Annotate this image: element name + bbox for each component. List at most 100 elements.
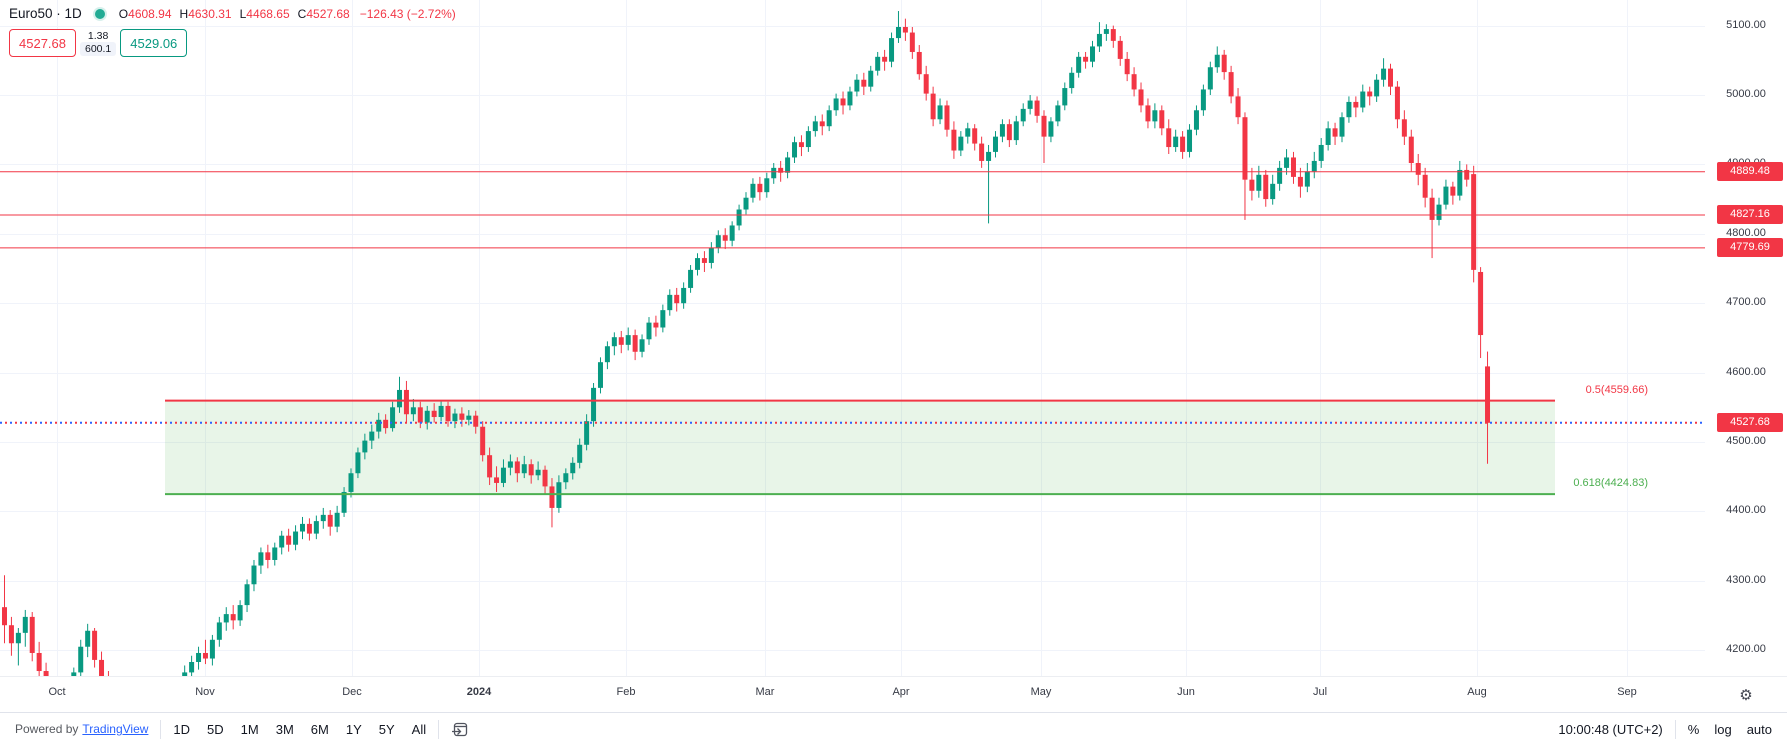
candle (1263, 169, 1269, 207)
range-button-5d[interactable]: 5D (207, 721, 224, 737)
range-button-3m[interactable]: 3M (275, 721, 294, 737)
candle (1041, 110, 1047, 164)
candle (1471, 165, 1477, 283)
candle (646, 317, 652, 345)
candle (882, 49, 888, 71)
candle (355, 447, 361, 479)
scale-mode-log[interactable]: log (1714, 721, 1732, 737)
candle (930, 86, 936, 127)
candle (1249, 167, 1255, 201)
candle (78, 639, 84, 676)
candle (1408, 129, 1414, 172)
price-axis[interactable]: 5100.005000.004900.004800.004700.004600.… (1705, 0, 1787, 676)
market-open-status-icon[interactable] (94, 8, 105, 19)
candle (507, 454, 513, 476)
range-button-5y[interactable]: 5Y (378, 721, 395, 737)
candle (1367, 86, 1373, 106)
axis-corner: ⚙ (1705, 676, 1787, 713)
scale-mode-buttons: % log auto (1688, 722, 1772, 737)
go-to-date-icon[interactable] (451, 720, 470, 739)
candle (8, 616, 14, 656)
candle (847, 86, 853, 111)
candle (1187, 124, 1193, 158)
scale-mode-%[interactable]: % (1687, 721, 1700, 737)
candle (15, 627, 21, 666)
candle (1256, 165, 1262, 198)
candle (895, 11, 901, 43)
sell-button[interactable]: 4527.68 (9, 29, 76, 57)
candle (1193, 105, 1199, 136)
fib-level-0.5-label: 0.5(4559.66) (1585, 383, 1648, 396)
candle (1110, 25, 1116, 48)
candle (750, 178, 756, 203)
candle (1062, 82, 1068, 111)
candle (244, 579, 250, 613)
candle (1277, 160, 1283, 191)
candle (660, 304, 666, 333)
candle (1415, 153, 1421, 186)
candlestick-chart[interactable] (0, 0, 1705, 676)
candle (1055, 100, 1061, 127)
candle (85, 623, 91, 658)
candle (785, 151, 791, 179)
time-tick-label: May (1030, 686, 1052, 698)
candle (514, 457, 520, 483)
candle (1069, 67, 1075, 94)
candle (986, 144, 992, 224)
candle (279, 530, 285, 555)
candle (570, 457, 576, 480)
candle (272, 542, 278, 566)
range-button-1m[interactable]: 1M (240, 721, 259, 737)
candle (251, 559, 257, 592)
candle (764, 172, 770, 198)
time-tick-label: Nov (195, 686, 215, 698)
candle (695, 253, 700, 276)
range-button-6m[interactable]: 6M (310, 721, 329, 737)
candle (209, 634, 215, 666)
settings-gear-icon[interactable]: ⚙ (1739, 687, 1753, 704)
time-tick-label: Aug (1467, 686, 1487, 698)
candle (1284, 149, 1290, 175)
candle (701, 251, 707, 272)
candle (1485, 351, 1491, 464)
candle (265, 544, 271, 569)
buy-button[interactable]: 4529.06 (120, 29, 188, 57)
price-badge: 4827.16 (1717, 204, 1783, 224)
candle (424, 405, 430, 430)
time-tick-label: Sep (1617, 686, 1637, 698)
candle (369, 424, 375, 449)
candle (909, 26, 915, 59)
trade-widget: 4527.68 1.38 600.1 4529.06 (9, 29, 188, 57)
divider (160, 719, 162, 739)
candle (1443, 179, 1449, 210)
candle (376, 412, 382, 439)
clock-label[interactable]: 10:00:48 (UTC+2) (1558, 721, 1663, 737)
candle (1228, 65, 1234, 104)
fib-zone[interactable] (165, 400, 1555, 495)
candle (916, 45, 922, 80)
spread-box: 1.38 600.1 (76, 29, 120, 57)
time-tick-label: Oct (48, 686, 66, 698)
time-axis[interactable]: Oct Nov Dec 2024 Feb Mar Apr May Jun Jul Aug Sep (0, 676, 1705, 713)
price-badge: 4779.69 (1717, 237, 1783, 257)
candle (632, 329, 638, 361)
range-button-all[interactable]: All (411, 721, 427, 737)
candle (1145, 98, 1151, 129)
tradingview-link[interactable]: TradingView (82, 722, 149, 736)
candle (681, 282, 687, 309)
fib-level-0.618-label: 0.618(4424.83) (1573, 477, 1648, 490)
candle (1290, 151, 1296, 184)
candle (1297, 167, 1303, 198)
scale-mode-auto[interactable]: auto (1746, 721, 1772, 737)
candle (202, 639, 208, 665)
candle (1180, 131, 1186, 159)
candle (1478, 267, 1484, 359)
candle (1131, 67, 1137, 97)
candle (466, 410, 472, 426)
range-button-1d[interactable]: 1D (173, 721, 191, 737)
candle (1166, 119, 1172, 154)
candle (431, 403, 437, 423)
range-button-1y[interactable]: 1Y (345, 721, 362, 737)
price-tick-label: 4400.00 (1726, 504, 1766, 517)
candle (341, 487, 347, 517)
